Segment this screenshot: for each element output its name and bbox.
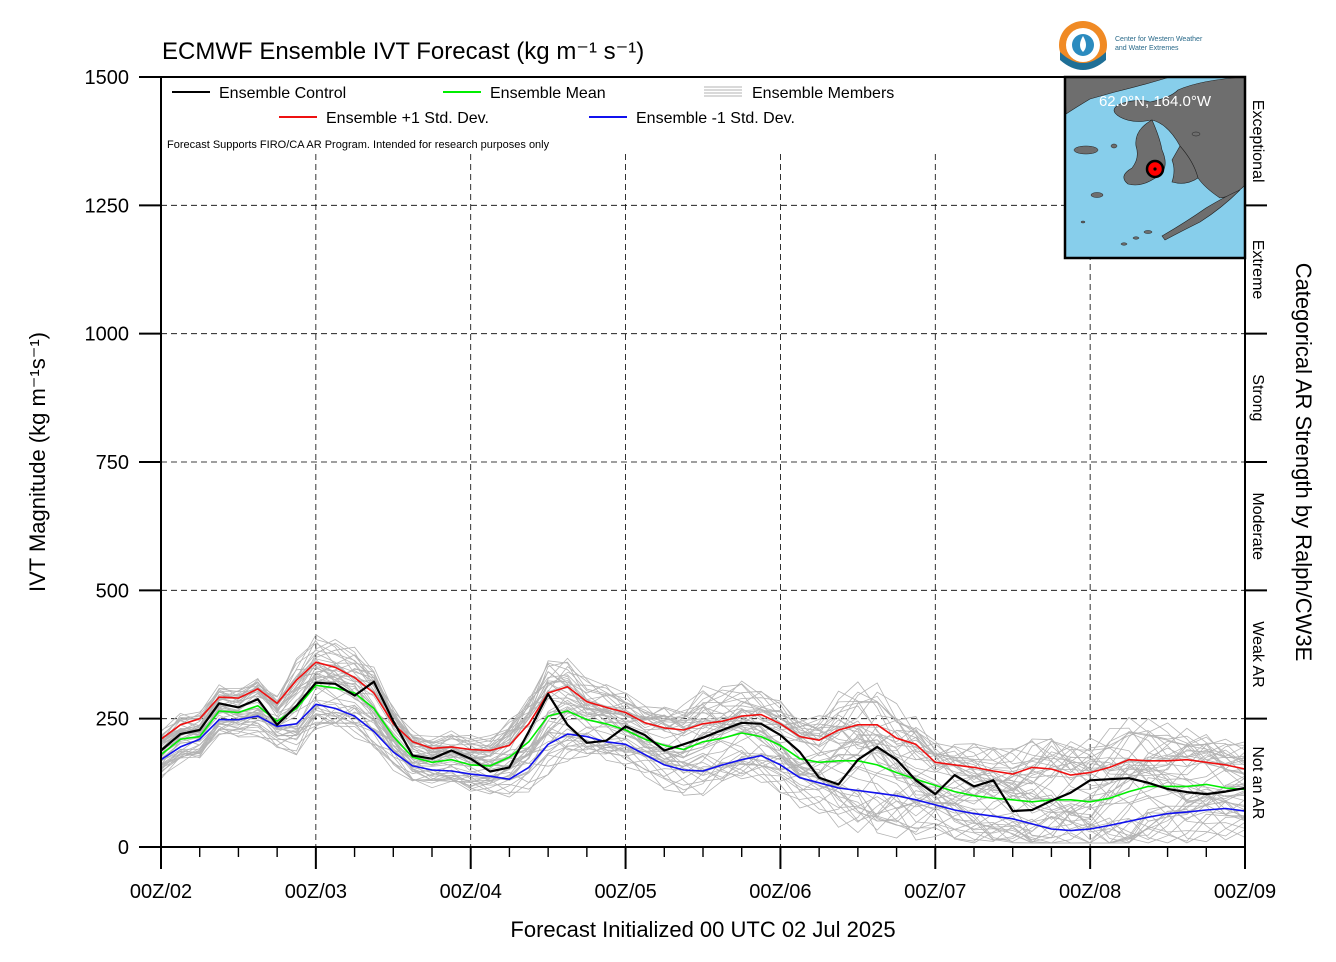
category-label: Not an AR	[1249, 746, 1266, 819]
y-tick-label: 1500	[85, 67, 130, 89]
axes: 0 250 500 750 1000 1250 1500 00Z/02 00Z/03 00Z/04…	[85, 67, 1277, 903]
logo-text-line-2: and Water Extremes	[1115, 45, 1179, 52]
x-tick-label: 00Z/07	[904, 881, 966, 903]
ensemble-member-line	[160, 650, 1246, 773]
ensemble-member-line	[160, 707, 1246, 843]
ensemble-member-line	[160, 659, 1246, 785]
ensemble-member-line	[160, 680, 1246, 832]
ensemble-member-line	[160, 676, 1246, 815]
ensemble-member-line	[160, 699, 1246, 844]
x-tick-label: 00Z/05	[594, 881, 656, 903]
legend-minus-std: Ensemble -1 Std. Dev.	[636, 110, 795, 127]
category-label: Moderate	[1249, 492, 1266, 560]
y-tick-label: 750	[96, 452, 129, 474]
legend-mean: Ensemble Mean	[490, 85, 606, 102]
ensemble-member-line	[160, 675, 1246, 793]
ensemble-member-line	[160, 646, 1246, 783]
ensemble-member-line	[160, 663, 1246, 804]
ensemble-member-line	[160, 658, 1246, 785]
ensemble-member-line	[160, 634, 1246, 779]
legend-control: Ensemble Control	[219, 85, 346, 102]
cw3e-logo: Center for Western Weather and Water Ext…	[1059, 21, 1203, 70]
ensemble-member-line	[160, 640, 1246, 785]
category-label: Strong	[1249, 374, 1266, 421]
category-label: Extreme	[1249, 240, 1266, 300]
ensemble-member-line	[160, 707, 1246, 844]
ensemble-member-line	[160, 672, 1246, 800]
location-coordinates: 62.0°N, 164.0°W	[1099, 93, 1212, 110]
ensemble-member-line	[160, 711, 1246, 842]
category-label: Exceptional	[1249, 100, 1266, 183]
x-tick-label: 00Z/06	[749, 881, 811, 903]
ensemble-member-line	[160, 699, 1246, 828]
ensemble-member-lines	[160, 634, 1246, 844]
x-tick-label: 00Z/04	[440, 881, 502, 903]
mean-series-line	[160, 684, 1246, 803]
ensemble-member-line	[160, 669, 1246, 798]
ensemble-member-line	[160, 667, 1246, 790]
logo-text-line-1: Center for Western Weather	[1115, 36, 1203, 43]
ensemble-member-line	[160, 639, 1246, 775]
legend: Ensemble Control Ensemble Mean Ensemble …	[167, 85, 894, 151]
y-tick-label: 0	[118, 837, 129, 859]
control-series-line	[160, 680, 1246, 813]
ensemble-statistic-lines	[160, 661, 1246, 832]
y-tick-label: 1000	[85, 324, 130, 346]
x-tick-label: 00Z/09	[1214, 881, 1276, 903]
research-note: Forecast Supports FIRO/CA AR Program. In…	[167, 139, 550, 151]
x-tick-label: 00Z/03	[285, 881, 347, 903]
ensemble-member-line	[160, 705, 1246, 841]
x-axis-label: Forecast Initialized 00 UTC 02 Jul 2025	[510, 917, 895, 942]
category-label: Weak AR	[1249, 621, 1266, 687]
ensemble-member-line	[160, 704, 1246, 844]
location-inset-map: 62.0°N, 164.0°W	[1063, 75, 1247, 260]
ensemble-member-line	[160, 704, 1246, 844]
legend-plus-std: Ensemble +1 Std. Dev.	[326, 110, 489, 127]
right-axis-label: Categorical AR Strength by Ralph/CW3E	[1291, 263, 1316, 662]
plus-std-series-line	[160, 661, 1246, 776]
y-tick-label: 250	[96, 709, 129, 731]
x-tick-label: 00Z/02	[130, 881, 192, 903]
y-tick-label: 500	[96, 580, 129, 602]
ensemble-member-line	[160, 652, 1246, 779]
minus-std-series-line	[160, 703, 1246, 832]
y-axis-label: IVT Magnitude (kg m⁻¹s⁻¹)	[25, 332, 50, 592]
y-tick-label: 1250	[85, 195, 130, 217]
chart-title: ECMWF Ensemble IVT Forecast (kg m⁻¹ s⁻¹)	[162, 38, 644, 65]
x-tick-label: 00Z/08	[1059, 881, 1121, 903]
ensemble-member-line	[160, 654, 1246, 787]
ensemble-member-line	[160, 662, 1246, 798]
ensemble-member-line	[160, 666, 1246, 811]
ensemble-member-line	[160, 687, 1246, 833]
ensemble-member-line	[160, 713, 1246, 844]
legend-members: Ensemble Members	[752, 85, 894, 102]
